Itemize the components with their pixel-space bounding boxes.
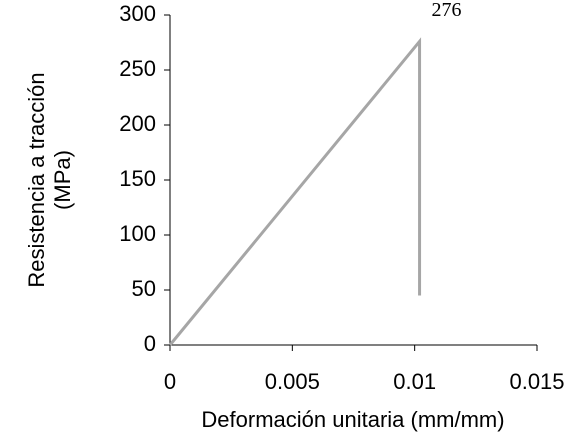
y-tick-label: 50 <box>132 276 156 301</box>
y-tick-label: 150 <box>119 166 156 191</box>
y-tick-label: 300 <box>119 1 156 26</box>
data-line <box>168 37 422 346</box>
y-tick-label: 250 <box>119 56 156 81</box>
y-axis-title: Resistencia a tracción <box>24 72 49 287</box>
x-axis-title: Deformación unitaria (mm/mm) <box>201 407 504 432</box>
x-tick-label: 0.01 <box>393 369 436 394</box>
x-tick-label: 0 <box>164 369 176 394</box>
y-tick-label: 100 <box>119 221 156 246</box>
x-tick-label: 0.015 <box>509 369 564 394</box>
y-axis-title: (MPa) <box>50 150 75 210</box>
data-label: 276 <box>432 0 462 21</box>
y-tick-label: 0 <box>144 331 156 356</box>
y-tick-label: 200 <box>119 111 156 136</box>
x-tick-label: 0.005 <box>265 369 320 394</box>
